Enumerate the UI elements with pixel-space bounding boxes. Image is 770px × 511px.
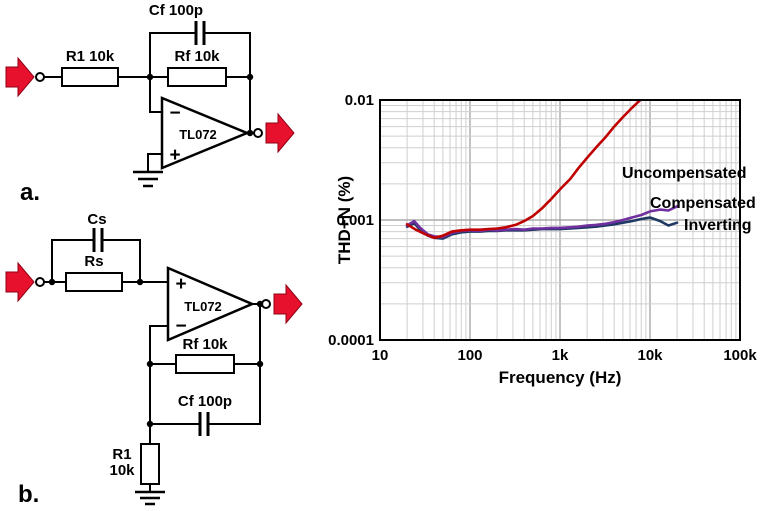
- junction-dot: [256, 300, 264, 308]
- x-tick-label: 100k: [723, 347, 757, 364]
- input-arrow-icon: [5, 261, 35, 303]
- x-tick-label: 10: [372, 347, 389, 364]
- chart-curves: [405, 100, 679, 240]
- x-tick-label: 10k: [637, 347, 663, 364]
- output-terminal: [261, 299, 271, 309]
- junction-dot: [146, 360, 154, 368]
- legend-uncompensated: Uncompensated: [622, 165, 746, 182]
- opamp-minus-sign: −: [169, 103, 180, 124]
- junction-dot: [146, 73, 154, 81]
- opamp-plus-sign: +: [175, 274, 186, 295]
- junction-dot: [246, 73, 254, 81]
- wire: [147, 153, 162, 172]
- y-tick-label: 0.01: [345, 92, 374, 109]
- legend-compensated: Compensated: [650, 195, 756, 212]
- output-arrow-icon: [265, 112, 295, 154]
- resistor-rf-label: Rf 10k: [174, 48, 220, 65]
- junction-dot: [256, 360, 264, 368]
- wire: [51, 239, 94, 282]
- chart-plot-border: [379, 99, 741, 341]
- capacitor-cs-label: Cs: [87, 211, 106, 228]
- resistor-rs: [65, 272, 123, 292]
- x-tick-label: 100: [457, 347, 482, 364]
- resistor-r1-label: R1 10k: [66, 48, 115, 65]
- resistor-rf: [167, 67, 227, 87]
- opamp-plus-sign: +: [169, 145, 180, 166]
- resistor-r1: [61, 67, 119, 87]
- wire: [149, 32, 196, 77]
- capacitor-cf-label: Cf 100p: [149, 2, 203, 19]
- y-axis-title: THD+N (%): [335, 176, 354, 264]
- junction-dot: [48, 278, 56, 286]
- input-arrow-icon: [5, 56, 35, 98]
- input-terminal: [35, 277, 45, 287]
- x-axis-title: Frequency (Hz): [499, 368, 622, 387]
- opamp-triangle: [160, 96, 251, 170]
- input-terminal: [35, 72, 45, 82]
- output-arrow-icon: [273, 283, 303, 325]
- capacitor-cf-label: Cf 100p: [178, 393, 232, 410]
- wire: [102, 239, 141, 282]
- opamp-part-label: TL072: [184, 299, 222, 314]
- junction-dot: [136, 278, 144, 286]
- thdn-chart: 0.01 0.001 0.0001 10 100 1k 10k 100k THD…: [328, 92, 757, 387]
- panel-a-label: a.: [20, 179, 40, 206]
- resistor-r1: [140, 443, 160, 485]
- wire: [204, 32, 251, 77]
- opamp-minus-sign: −: [175, 316, 186, 337]
- y-tick-label: 0.001: [336, 212, 374, 229]
- panel-b-label: b.: [18, 481, 39, 508]
- circuit-a: R1 10k Rf 10k Cf 100p − + TL072: [5, 2, 295, 206]
- ground-icon: [135, 490, 165, 506]
- curve-uncompensated: [405, 100, 643, 240]
- chart-grid: [379, 99, 741, 341]
- junction-dot: [146, 420, 154, 428]
- ground-icon: [133, 170, 163, 188]
- circuit-b: Rs Cs + − TL072 Rf 10k Cf 100p R1: [5, 211, 303, 508]
- wire: [149, 77, 162, 113]
- opamp-part-label: TL072: [179, 127, 217, 142]
- resistor-rs-label: Rs: [84, 253, 103, 270]
- resistor-r1-label-line2: 10k: [109, 462, 135, 479]
- resistor-rf: [175, 354, 235, 374]
- output-terminal: [253, 128, 263, 138]
- opamp-triangle: [166, 266, 256, 342]
- y-tick-label: 0.0001: [328, 332, 374, 349]
- x-tick-label: 1k: [552, 347, 569, 364]
- wire: [149, 325, 168, 364]
- resistor-r1-label-line1: R1: [112, 446, 131, 463]
- wire: [208, 364, 261, 425]
- legend-inverting: Inverting: [684, 217, 752, 234]
- junction-dot: [246, 129, 254, 137]
- resistor-rf-label: Rf 10k: [182, 336, 228, 353]
